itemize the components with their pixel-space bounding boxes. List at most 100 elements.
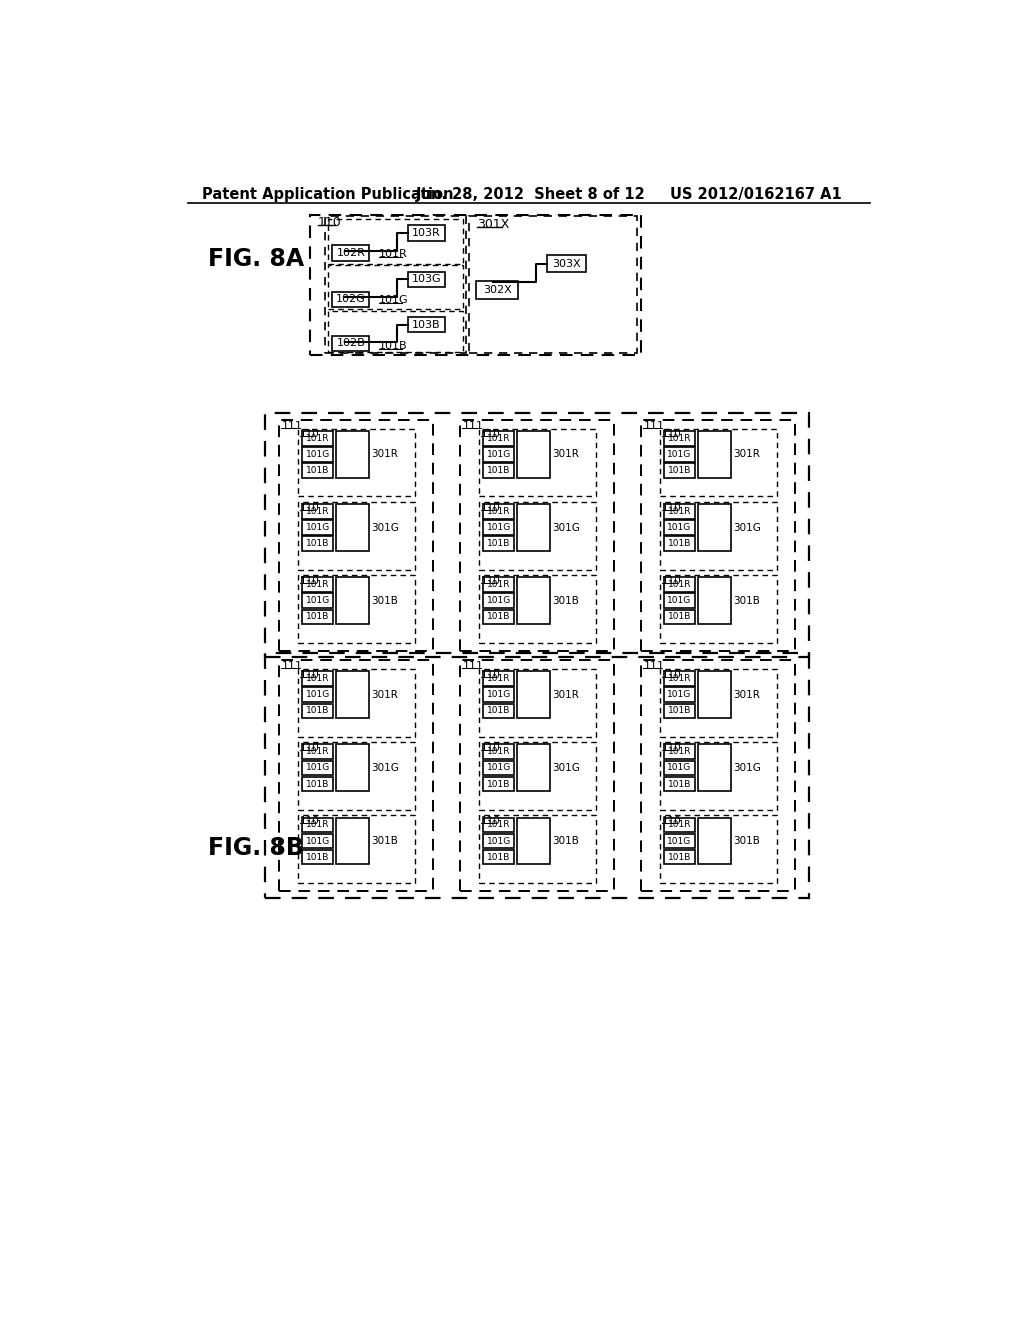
Text: FIG. 8B: FIG. 8B	[208, 836, 303, 861]
Text: 111: 111	[282, 661, 302, 671]
Text: 101R: 101R	[379, 249, 408, 259]
Bar	[265, 413, 809, 657]
Bar	[483, 432, 514, 446]
Bar	[329, 219, 463, 264]
Bar	[665, 834, 695, 849]
Text: 101B: 101B	[306, 612, 330, 622]
Bar	[641, 420, 795, 651]
Text: 301G: 301G	[733, 523, 762, 532]
Text: 101R: 101R	[486, 507, 510, 516]
Text: 101G: 101G	[305, 763, 330, 772]
Bar	[336, 817, 370, 865]
Bar	[476, 281, 518, 300]
Text: 110: 110	[300, 816, 319, 826]
Bar	[698, 504, 731, 552]
Bar	[479, 669, 596, 737]
Bar	[460, 420, 614, 651]
Text: 301B: 301B	[372, 836, 398, 846]
Text: 101B: 101B	[668, 706, 691, 715]
Bar	[302, 834, 333, 849]
Text: 101B: 101B	[306, 540, 330, 548]
Text: 101B: 101B	[306, 466, 330, 475]
Text: 110: 110	[300, 576, 319, 586]
Bar	[665, 432, 695, 446]
Bar	[302, 432, 333, 446]
Bar	[479, 502, 596, 570]
Text: 301R: 301R	[733, 690, 761, 700]
Text: 110: 110	[481, 503, 501, 512]
Text: 111: 111	[282, 421, 302, 430]
Bar	[698, 817, 731, 865]
Text: 301G: 301G	[553, 523, 581, 532]
Text: 301R: 301R	[372, 450, 398, 459]
Bar	[660, 576, 777, 643]
Bar	[641, 660, 795, 891]
Bar	[483, 776, 514, 792]
Text: 101G: 101G	[486, 690, 511, 700]
Text: 303X: 303X	[552, 259, 581, 269]
Bar	[517, 577, 550, 624]
Bar	[302, 688, 333, 702]
Text: 101R: 101R	[486, 820, 510, 829]
Text: 110: 110	[481, 576, 501, 586]
Text: 110: 110	[317, 216, 341, 230]
Bar	[336, 577, 370, 624]
Text: 301R: 301R	[553, 450, 580, 459]
Text: 101R: 101R	[668, 434, 691, 442]
Bar	[483, 536, 514, 552]
Text: 110: 110	[300, 743, 319, 752]
Text: FIG. 8A: FIG. 8A	[208, 247, 304, 271]
Text: 111: 111	[643, 661, 665, 671]
Text: 110: 110	[481, 743, 501, 752]
Bar	[302, 760, 333, 775]
Bar	[665, 672, 695, 686]
Text: 101R: 101R	[668, 579, 691, 589]
Text: 101G: 101G	[668, 597, 691, 606]
Bar	[408, 272, 444, 286]
Bar	[302, 817, 333, 832]
Bar	[660, 742, 777, 810]
Bar	[302, 850, 333, 865]
Bar	[302, 463, 333, 478]
Bar	[483, 463, 514, 478]
Text: 101B: 101B	[668, 466, 691, 475]
Bar	[333, 292, 370, 308]
Text: 301R: 301R	[733, 450, 761, 459]
Bar	[280, 660, 433, 891]
Bar	[665, 744, 695, 759]
Text: 302X: 302X	[482, 285, 511, 296]
Bar	[483, 817, 514, 832]
Text: 101G: 101G	[379, 296, 409, 305]
Text: 101B: 101B	[487, 540, 510, 548]
Text: 301G: 301G	[372, 763, 399, 772]
Bar	[408, 226, 444, 240]
Bar	[665, 688, 695, 702]
Text: 110: 110	[300, 669, 319, 680]
Bar	[665, 463, 695, 478]
Bar	[326, 216, 466, 354]
Bar	[302, 447, 333, 462]
Text: 110: 110	[662, 743, 682, 752]
Bar	[698, 430, 731, 478]
Bar	[302, 536, 333, 552]
Bar	[479, 816, 596, 883]
Bar	[302, 504, 333, 519]
Bar	[483, 704, 514, 718]
Text: 101R: 101R	[306, 675, 330, 682]
Text: Patent Application Publication: Patent Application Publication	[202, 187, 454, 202]
Bar	[517, 430, 550, 478]
Text: 101R: 101R	[486, 675, 510, 682]
Text: 101G: 101G	[305, 597, 330, 606]
Text: 101B: 101B	[487, 853, 510, 862]
Text: 101B: 101B	[379, 341, 408, 351]
Bar	[483, 688, 514, 702]
Bar	[483, 520, 514, 535]
Bar	[479, 576, 596, 643]
Bar	[665, 850, 695, 865]
Bar	[665, 817, 695, 832]
Text: 110: 110	[662, 429, 682, 440]
Text: 101R: 101R	[486, 747, 510, 756]
Text: 110: 110	[300, 503, 319, 512]
Bar	[302, 776, 333, 792]
Text: 101G: 101G	[486, 450, 511, 459]
